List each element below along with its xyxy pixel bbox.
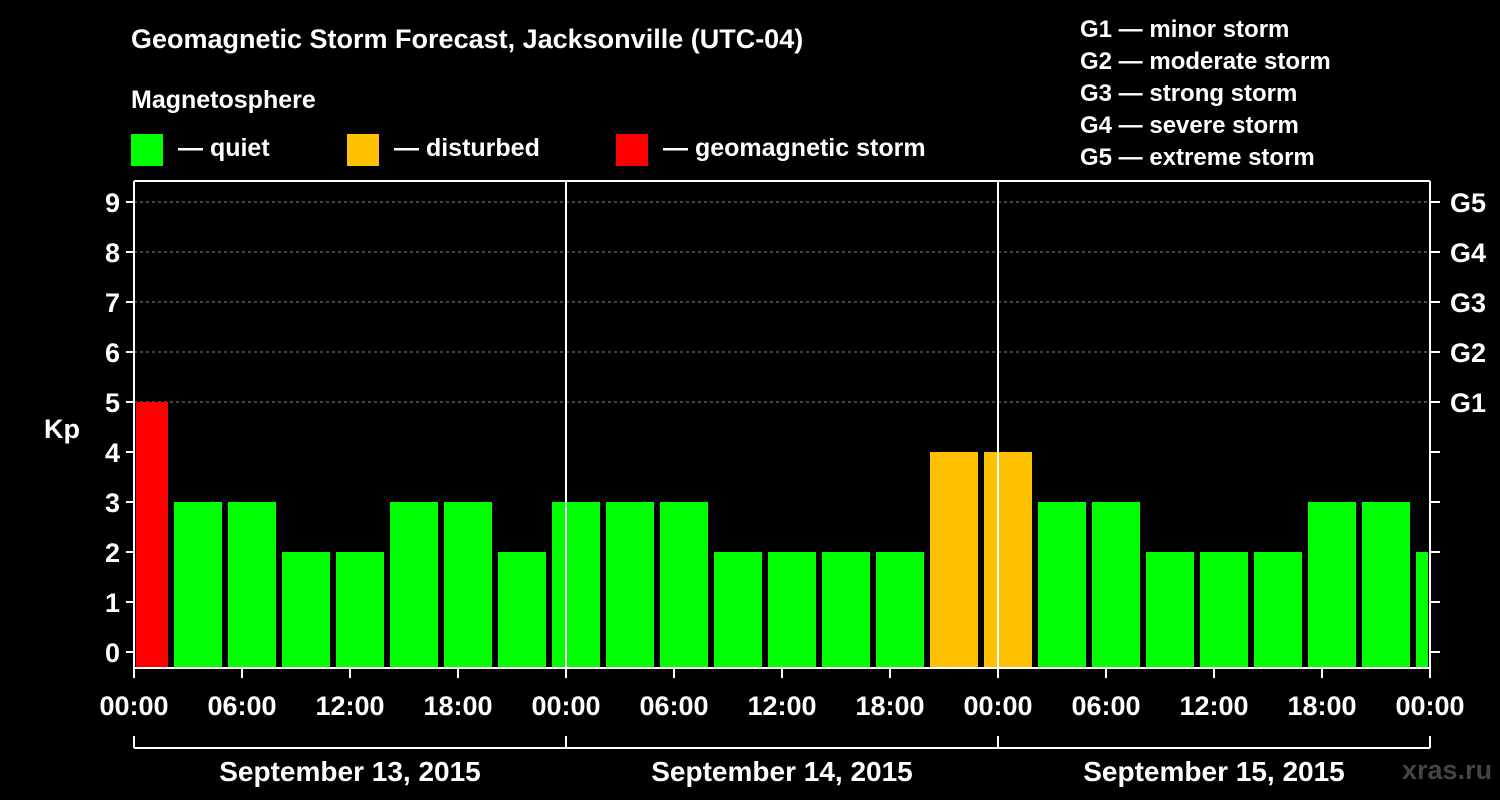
x-tick-label-2: 12:00 <box>315 691 384 721</box>
kp-bar-6 <box>444 502 492 668</box>
kp-bar-11 <box>714 552 762 668</box>
axes: 0 1 2 3 4 5 6 7 8 9 G1 G2 G3 G4 G5 00:00 06:00 12:00 18:00… <box>99 188 1486 787</box>
x-tick-label-12: 00:00 <box>1395 691 1464 721</box>
y-tick-label-1: 1 <box>105 588 120 618</box>
grid-lines <box>134 201 1430 403</box>
g-legend-g3: G3 — strong storm <box>1080 80 1298 107</box>
kp-bar-19 <box>1146 552 1194 668</box>
legend-swatch-storm <box>616 134 648 166</box>
watermark: xras.ru <box>1402 755 1493 785</box>
kp-bar-16 <box>984 452 1032 668</box>
g-legend-g2: G2 — moderate storm <box>1080 48 1331 75</box>
y-tick-label-5: 5 <box>105 388 120 418</box>
kp-bar-8 <box>552 502 600 668</box>
legend-swatch-quiet <box>131 134 163 166</box>
kp-bar-9 <box>606 502 654 668</box>
g-legend-g5: G5 — extreme storm <box>1080 144 1315 171</box>
x-tick-label-11: 18:00 <box>1287 691 1356 721</box>
day-label-1: September 14, 2015 <box>651 756 913 787</box>
kp-bar-18 <box>1092 502 1140 668</box>
g-legend-g4: G4 — severe storm <box>1080 112 1299 139</box>
kp-bar-10 <box>660 502 708 668</box>
kp-bars <box>136 402 1428 668</box>
kp-bar-23 <box>1362 502 1410 668</box>
kp-bar-14 <box>876 552 924 668</box>
magnetosphere-label: Magnetosphere <box>131 86 316 114</box>
day-label-2: September 15, 2015 <box>1083 756 1345 787</box>
g-scale-label-G5: G5 <box>1450 188 1486 218</box>
x-tick-label-1: 06:00 <box>207 691 276 721</box>
g-scale-label-G1: G1 <box>1450 388 1486 418</box>
legend-label-quiet: — quiet <box>178 134 270 162</box>
y-tick-label-3: 3 <box>105 488 120 518</box>
kp-bar-24 <box>1416 552 1428 668</box>
kp-bar-17 <box>1038 502 1086 668</box>
x-tick-label-5: 06:00 <box>639 691 708 721</box>
chart-title: Geomagnetic Storm Forecast, Jacksonville… <box>131 24 804 54</box>
x-tick-label-9: 06:00 <box>1071 691 1140 721</box>
y-tick-label-8: 8 <box>105 238 120 268</box>
x-tick-label-0: 00:00 <box>99 691 168 721</box>
kp-bar-12 <box>768 552 816 668</box>
kp-bar-4 <box>336 552 384 668</box>
g-scale-label-G4: G4 <box>1450 238 1486 268</box>
x-tick-label-8: 00:00 <box>963 691 1032 721</box>
y-axis-label: Kp <box>44 414 80 444</box>
day-label-0: September 13, 2015 <box>219 756 481 787</box>
kp-bar-1 <box>174 502 222 668</box>
g-legend-g1: G1 — minor storm <box>1080 16 1290 43</box>
legend-label-disturbed: — disturbed <box>394 134 540 162</box>
y-tick-label-7: 7 <box>105 288 120 318</box>
y-tick-label-0: 0 <box>105 638 120 668</box>
kp-bar-22 <box>1308 502 1356 668</box>
kp-bar-3 <box>282 552 330 668</box>
kp-bar-7 <box>498 552 546 668</box>
g-scale-label-G2: G2 <box>1450 338 1486 368</box>
kp-bar-20 <box>1200 552 1248 668</box>
kp-bar-2 <box>228 502 276 668</box>
x-tick-label-3: 18:00 <box>423 691 492 721</box>
y-tick-label-2: 2 <box>105 538 120 568</box>
kp-bar-13 <box>822 552 870 668</box>
kp-bar-5 <box>390 502 438 668</box>
y-tick-label-9: 9 <box>105 188 120 218</box>
legend-swatch-disturbed <box>347 134 379 166</box>
y-tick-label-6: 6 <box>105 338 120 368</box>
x-tick-label-6: 12:00 <box>747 691 816 721</box>
g-scale-label-G3: G3 <box>1450 288 1486 318</box>
x-tick-label-7: 18:00 <box>855 691 924 721</box>
legend-label-storm: — geomagnetic storm <box>663 134 926 162</box>
kp-bar-21 <box>1254 552 1302 668</box>
x-tick-label-10: 12:00 <box>1179 691 1248 721</box>
kp-bar-0 <box>136 402 168 668</box>
x-tick-label-4: 00:00 <box>531 691 600 721</box>
kp-bar-15 <box>930 452 978 668</box>
y-tick-label-4: 4 <box>105 438 120 468</box>
